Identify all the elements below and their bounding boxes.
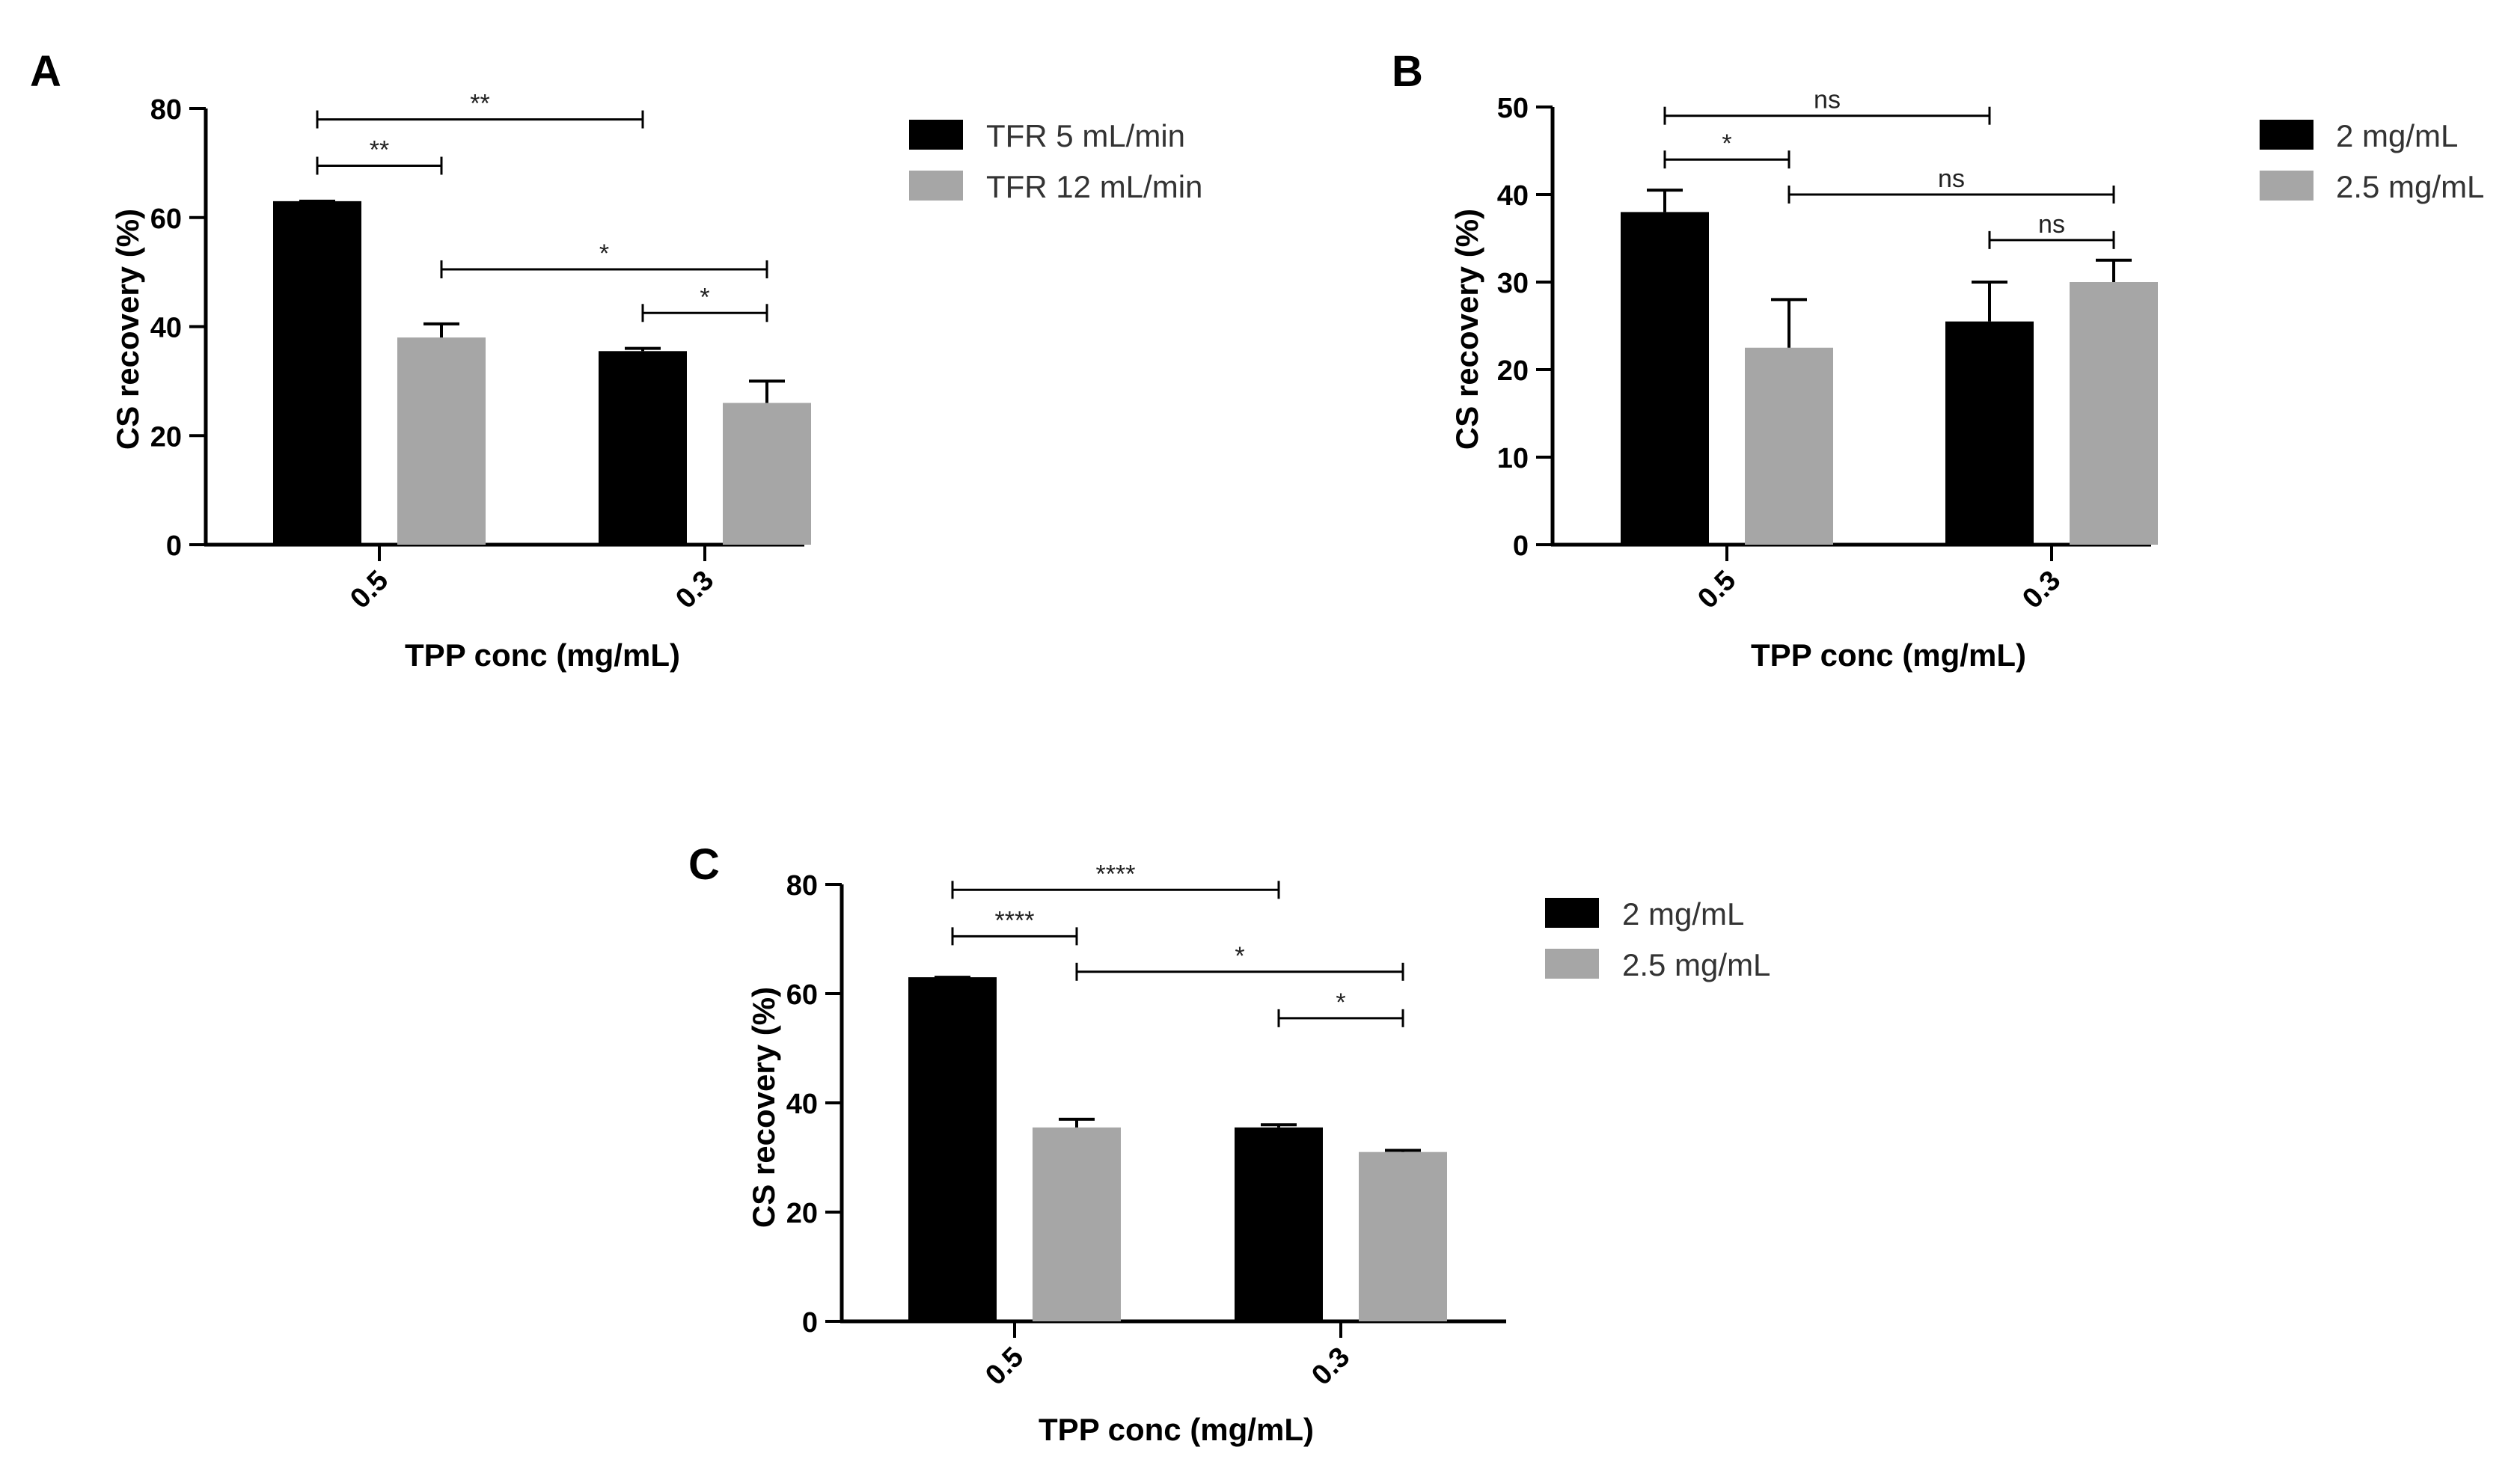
bar	[723, 403, 811, 545]
legend-swatch-series-1	[1545, 898, 1599, 928]
y-tick-label: 40	[786, 1089, 818, 1120]
legend-swatch-series-2	[909, 171, 963, 201]
y-tick-label: 20	[1497, 355, 1529, 387]
significance-label: **	[370, 136, 389, 165]
significance-label: *	[700, 283, 709, 311]
y-tick-label: 0	[1513, 530, 1529, 562]
legend: 2 mg/mL 2.5 mg/mL	[2260, 118, 2484, 204]
significance-label: ns	[1814, 86, 1841, 114]
x-tick-label: 0.3	[2016, 565, 2067, 615]
legend-label-series-2: TFR 12 mL/min	[986, 169, 1202, 204]
significance-label: *	[1722, 129, 1731, 158]
y-tick-label: 50	[1497, 93, 1529, 124]
bar	[2070, 282, 2158, 545]
y-tick-label: 80	[786, 870, 818, 902]
y-tick-label: 30	[1497, 268, 1529, 299]
y-tick-label: 80	[150, 94, 182, 126]
x-axis-label: TPP conc (mg/mL)	[1039, 1412, 1314, 1447]
bar	[397, 337, 486, 545]
significance-label: ****	[995, 906, 1035, 935]
bar	[1621, 212, 1709, 545]
y-tick-label: 40	[1497, 180, 1529, 212]
legend: 2 mg/mL 2.5 mg/mL	[1545, 896, 1770, 982]
chart-b-plot: 0 10 20 30 40 50 0.5 0.3 ns * ns ns	[1497, 86, 2158, 615]
x-axis-label: TPP conc (mg/mL)	[405, 637, 680, 673]
significance-label: ns	[1938, 165, 1965, 193]
y-tick-label: 20	[150, 421, 182, 453]
significance-label: *	[1336, 988, 1345, 1017]
legend-swatch-series-2	[1545, 949, 1599, 979]
legend-swatch-series-2	[2260, 171, 2313, 201]
x-tick-label: 0.3	[670, 565, 720, 615]
significance-label: ****	[1096, 860, 1136, 888]
y-tick-label: 10	[1497, 443, 1529, 474]
panel-label-c: C	[688, 840, 720, 889]
y-tick-label: 0	[166, 530, 182, 562]
panel-label-b: B	[1392, 47, 1423, 96]
y-tick-label: 60	[786, 979, 818, 1011]
significance-label: *	[1235, 942, 1244, 970]
bar	[1359, 1151, 1447, 1321]
legend-label-series-1: 2 mg/mL	[2336, 118, 2458, 153]
x-tick-label: 0.5	[979, 1342, 1030, 1392]
x-axis-label: TPP conc (mg/mL)	[1751, 637, 2026, 673]
bar	[1235, 1127, 1323, 1321]
legend-swatch-series-1	[2260, 120, 2313, 150]
y-tick-label: 40	[150, 313, 182, 344]
x-tick-label: 0.5	[1692, 565, 1742, 615]
bar	[1945, 321, 2034, 545]
bar	[1033, 1127, 1121, 1321]
legend-swatch-series-1	[909, 120, 963, 150]
chart-panel-b: B 0 10 20 30 40 50 0.5 0.3 ns * ns ns CS recovery (…	[1392, 47, 2484, 673]
legend-label-series-2: 2.5 mg/mL	[2336, 169, 2484, 204]
legend-label-series-2: 2.5 mg/mL	[1622, 947, 1770, 982]
y-axis-label: CS recovery (%)	[1449, 209, 1484, 450]
y-axis-label: CS recovery (%)	[110, 209, 145, 450]
bar	[1745, 347, 1833, 545]
y-axis-label: CS recovery (%)	[746, 987, 781, 1228]
significance-label: **	[470, 90, 489, 118]
x-tick-label: 0.3	[1306, 1342, 1356, 1392]
bar	[599, 351, 687, 545]
significance-label: *	[599, 239, 609, 268]
significance-label: ns	[2038, 210, 2065, 239]
panel-label-a: A	[30, 47, 61, 96]
y-tick-label: 60	[150, 204, 182, 235]
legend-label-series-1: 2 mg/mL	[1622, 896, 1744, 932]
bar	[908, 977, 997, 1321]
y-tick-label: 0	[802, 1307, 818, 1339]
y-tick-label: 20	[786, 1198, 818, 1229]
x-tick-label: 0.5	[344, 565, 394, 615]
legend: TFR 5 mL/min TFR 12 mL/min	[909, 118, 1202, 204]
bar	[273, 201, 361, 545]
legend-label-series-1: TFR 5 mL/min	[986, 118, 1185, 153]
